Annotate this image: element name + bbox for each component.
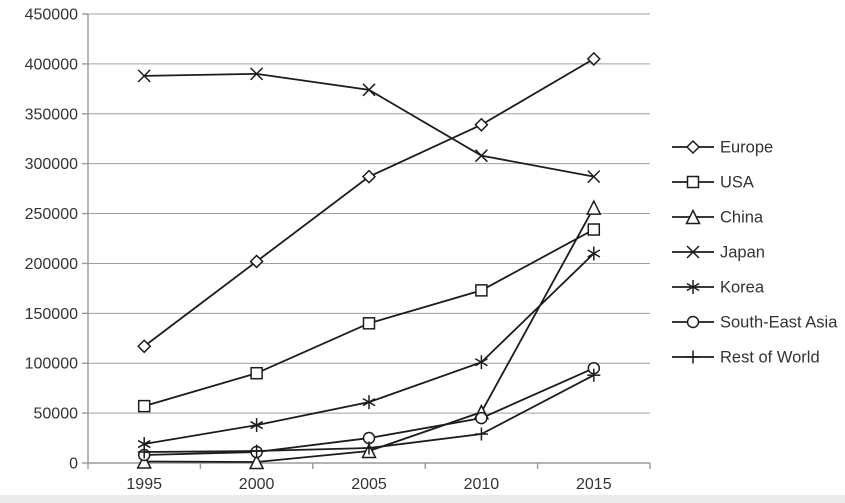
x-tick-label: 1995 [126,476,162,493]
x-marker [686,245,700,259]
legend-label: South-East Asia [720,314,838,332]
y-tick-label: 250000 [25,206,78,223]
series-europe [137,51,601,354]
legend-label: USA [720,174,754,192]
series-korea [137,246,601,452]
x-marker [250,67,264,81]
diamond-marker [361,169,377,184]
series-line [144,252,595,445]
asterisk-marker [362,397,376,407]
legend-item-rest-of-world: Rest of World [672,349,820,367]
series-japan [137,67,601,184]
x-marker [362,83,376,97]
legend-label: China [720,209,764,227]
series-line [144,207,595,463]
x-marker [137,69,151,83]
x-marker [587,170,601,184]
asterisk-marker [474,358,488,367]
y-tick-label: 50000 [34,406,79,423]
y-tick-label: 300000 [25,156,78,173]
legend-label: Rest of World [720,349,820,367]
y-tick-label: 450000 [25,7,78,24]
series-line [143,58,595,347]
series-usa [137,223,601,413]
asterisk-marker [686,282,700,292]
square-marker [587,223,601,236]
legend-label: Korea [720,279,765,297]
triangle-marker [136,453,152,469]
legend-item-china: China [672,209,764,227]
triangle-marker [685,208,701,225]
square-marker [137,399,151,413]
x-marker [474,149,488,163]
circle-marker [686,315,700,329]
x-tick-label: 2015 [576,476,612,493]
y-tick-label: 200000 [25,256,78,273]
diamond-marker [474,117,489,132]
legend-item-japan: Japan [672,244,765,262]
series-china [136,199,602,470]
legend-label: Europe [720,139,773,157]
square-marker [362,317,376,330]
x-tick-label: 2010 [464,476,500,493]
y-tick-label: 350000 [25,106,78,123]
legend-item-korea: Korea [672,279,765,297]
legend-item-south-east-asia: South-East Asia [672,314,838,332]
diamond-marker [137,339,152,354]
square-marker [475,284,488,297]
y-tick-label: 100000 [25,356,78,373]
diamond-marker [685,139,701,155]
legend-item-usa: USA [672,174,754,192]
bottom-strip [0,495,845,503]
x-tick-label: 2005 [351,476,387,493]
y-tick-label: 150000 [25,306,78,323]
diamond-marker [249,254,264,269]
x-tick-label: 2000 [239,476,275,493]
y-tick-label: 0 [69,456,78,473]
asterisk-marker [587,249,601,258]
circle-marker [475,411,488,425]
legend-item-europe: Europe [672,139,773,157]
diamond-marker [586,51,601,66]
triangle-marker [586,199,602,215]
y-tick-label: 400000 [25,56,78,73]
asterisk-marker [137,439,151,449]
legend-label: Japan [720,244,765,262]
triangle-marker [248,453,265,470]
square-marker [250,366,263,380]
square-marker [686,175,700,189]
series-rest-of-world [137,368,601,459]
asterisk-marker [250,420,264,430]
